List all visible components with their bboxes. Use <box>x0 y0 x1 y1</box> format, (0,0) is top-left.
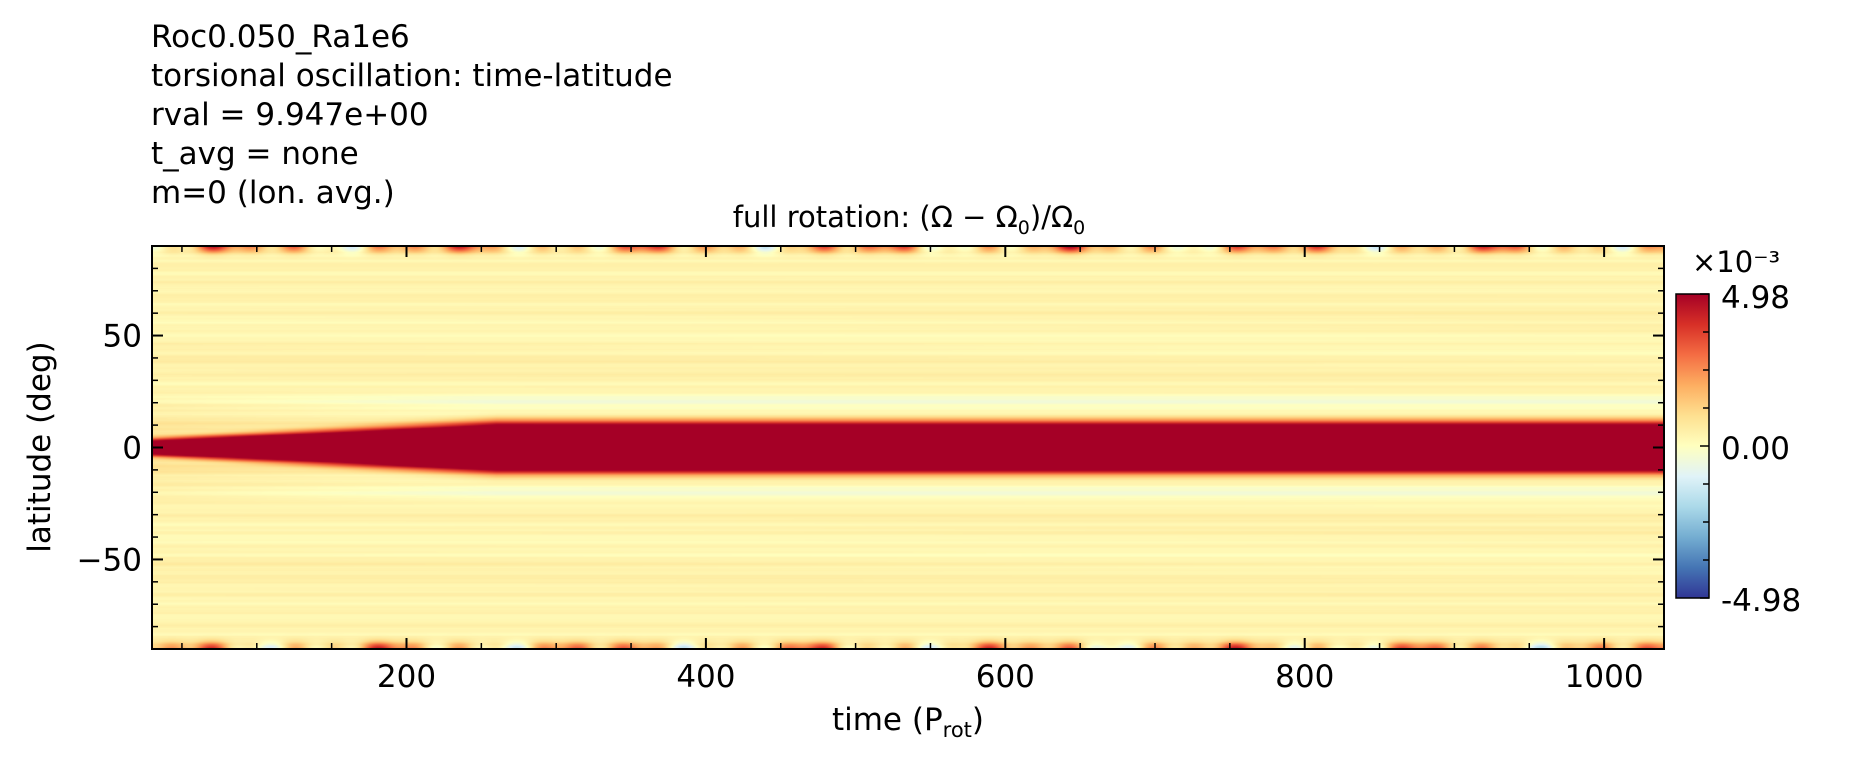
time-average: t_avg = none <box>151 136 359 172</box>
plot-description: torsional oscillation: time-latitude <box>151 58 673 94</box>
x-axis-label: time (Prot) <box>832 702 984 742</box>
run-name: Roc0.050_Ra1e6 <box>151 19 410 55</box>
colorbar-ticks <box>1700 293 1709 599</box>
y-tick-label: −50 <box>77 542 142 578</box>
x-tick-label: 600 <box>976 659 1035 695</box>
run-metadata: Roc0.050_Ra1e6 torsional oscillation: ti… <box>151 18 673 213</box>
y-axis-label: latitude (deg) <box>22 341 58 552</box>
plot-frame <box>151 245 1665 650</box>
axes-ticks: 200 400 600 800 1000 −50 0 50 <box>77 246 1664 695</box>
x-tick-label: 400 <box>676 659 735 695</box>
heatmap-canvas <box>152 246 1664 649</box>
colorbar-max-label: 4.98 <box>1721 280 1790 316</box>
azimuthal-mode: m=0 (lon. avg.) <box>151 175 395 211</box>
colorbar-zero-label: 0.00 <box>1721 431 1790 467</box>
y-tick-label: 0 <box>122 431 142 467</box>
colorbar-multiplier: ×10⁻³ <box>1692 245 1780 279</box>
x-tick-label: 200 <box>377 659 436 695</box>
colorbar-min-label: -4.98 <box>1721 583 1801 619</box>
x-tick-label: 1000 <box>1565 659 1644 695</box>
y-tick-label: 50 <box>103 319 142 355</box>
x-tick-label: 800 <box>1275 659 1334 695</box>
radius-value: rval = 9.947e+00 <box>151 97 429 133</box>
heatmap-area <box>152 246 1664 649</box>
chart-title: full rotation: (Ω − Ω0)/Ω0 <box>733 200 1085 239</box>
